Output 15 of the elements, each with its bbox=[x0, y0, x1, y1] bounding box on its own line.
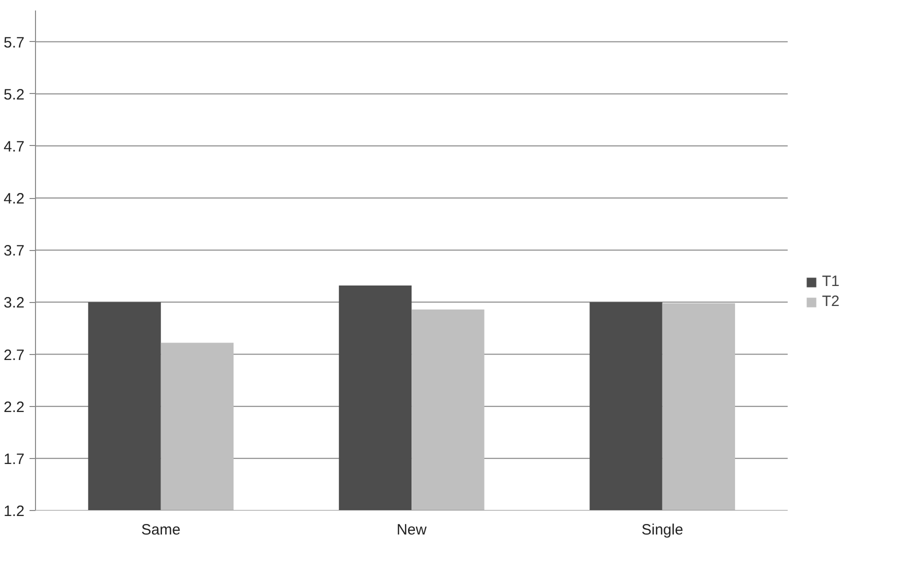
x-tick-label: New bbox=[396, 522, 427, 538]
x-tick-label: Single bbox=[641, 522, 684, 538]
y-tick-label: 5.7 bbox=[4, 34, 25, 52]
y-tick-label: 4.7 bbox=[4, 138, 25, 156]
y-tick-label: 2.7 bbox=[4, 346, 25, 364]
legend-label: T1 bbox=[822, 273, 841, 290]
y-tick-label: 5.2 bbox=[4, 86, 25, 104]
y-tick-label: 3.7 bbox=[4, 242, 25, 260]
legend-label: T2 bbox=[822, 293, 841, 310]
x-tick-label: Same bbox=[141, 522, 180, 538]
y-tick-label: 3.2 bbox=[4, 294, 25, 312]
y-tick-label: 2.2 bbox=[4, 398, 25, 416]
y-tick-label: 1.2 bbox=[4, 503, 25, 520]
y-tick-label: 1.7 bbox=[4, 450, 25, 468]
y-tick-label: 4.2 bbox=[4, 190, 25, 208]
